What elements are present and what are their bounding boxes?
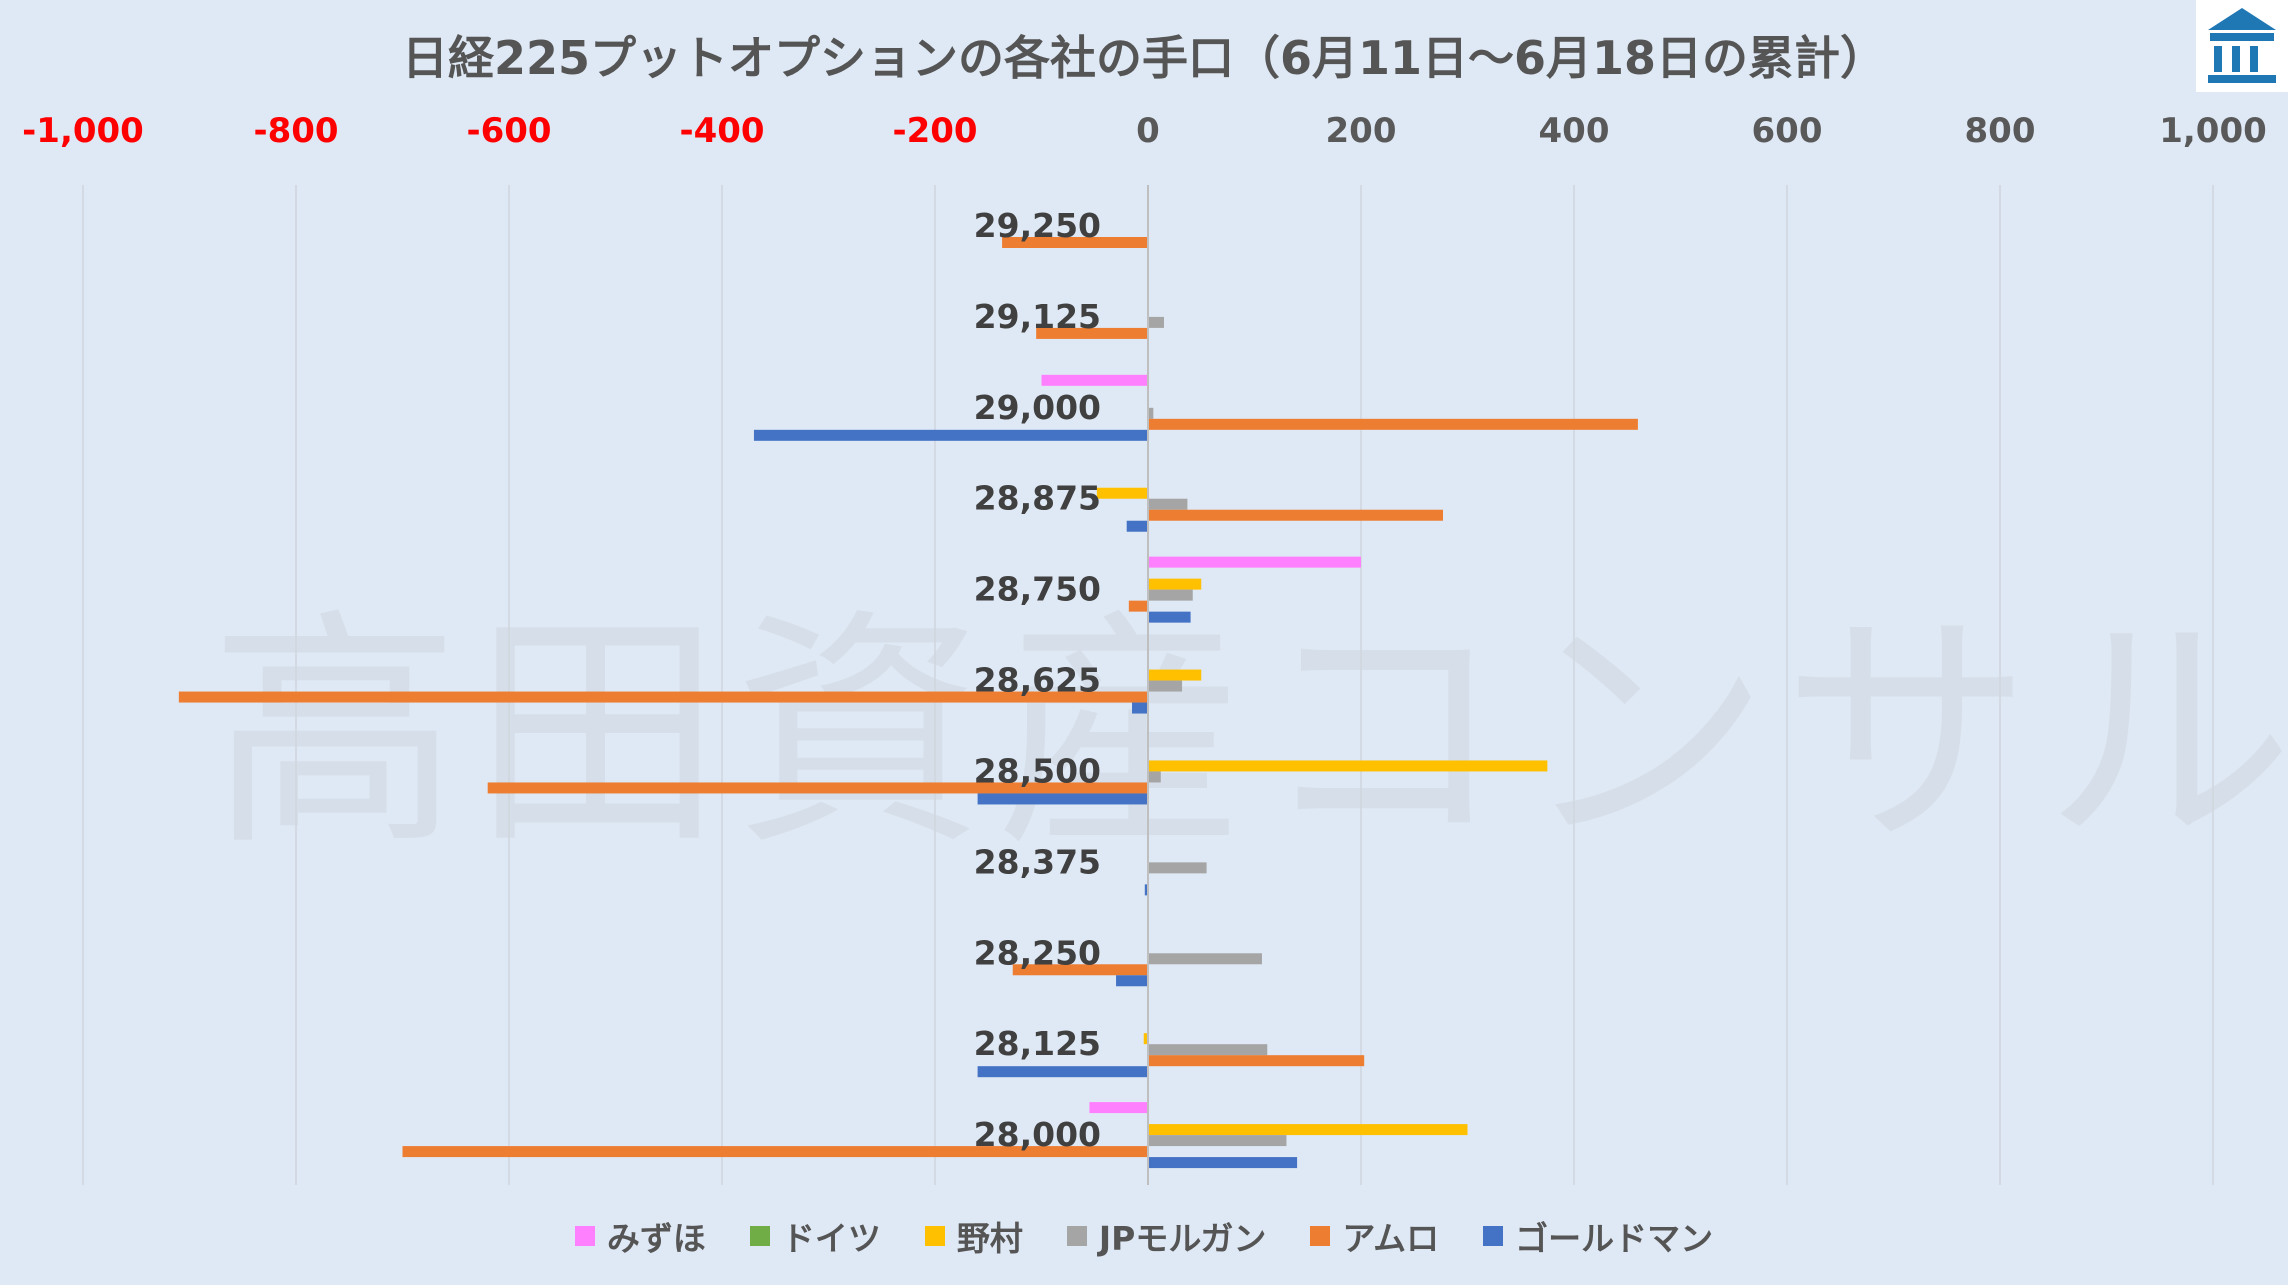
bar bbox=[1148, 1124, 1468, 1136]
bar bbox=[1144, 884, 1148, 896]
bar bbox=[977, 1066, 1148, 1078]
x-tick-label: -1,000 bbox=[22, 111, 144, 151]
legend-swatch bbox=[1066, 1226, 1087, 1246]
category-label: 29,000 bbox=[974, 388, 1101, 427]
bar bbox=[1089, 1102, 1148, 1114]
bar bbox=[402, 1146, 1148, 1158]
bar bbox=[1148, 407, 1154, 419]
legend-label: 野村 bbox=[956, 1219, 1023, 1258]
legend-label: ドイツ bbox=[781, 1219, 881, 1258]
x-tick-label: 1,000 bbox=[2159, 111, 2267, 151]
legend-item: 野村 bbox=[924, 1212, 1023, 1260]
category-label: 28,125 bbox=[974, 1024, 1101, 1063]
bar bbox=[1128, 600, 1148, 612]
building-logo-icon bbox=[2208, 8, 2276, 83]
legend-swatch bbox=[749, 1226, 770, 1246]
x-tick-label: 400 bbox=[1539, 111, 1610, 151]
x-tick-label: 600 bbox=[1752, 111, 1823, 151]
bar bbox=[1148, 760, 1548, 772]
category-label: 28,500 bbox=[974, 751, 1101, 790]
x-tick-label: 0 bbox=[1136, 111, 1160, 151]
x-tick-label: -200 bbox=[892, 111, 977, 151]
x-tick-label: -400 bbox=[679, 111, 764, 151]
x-tick-label: 200 bbox=[1326, 111, 1397, 151]
legend: みずほ ドイツ 野村 JPモルガン アムロ ゴールドマン bbox=[0, 1212, 2288, 1260]
bar bbox=[1148, 556, 1361, 568]
legend-label: ゴールドマン bbox=[1515, 1219, 1714, 1258]
watermark: 高田資産コンサル bbox=[210, 588, 2288, 879]
category-label: 28,750 bbox=[974, 570, 1101, 609]
legend-item: ゴールドマン bbox=[1483, 1212, 1713, 1260]
category-label: 28,875 bbox=[974, 479, 1101, 518]
legend-swatch bbox=[1310, 1226, 1331, 1246]
legend-item: ドイツ bbox=[749, 1212, 881, 1260]
bar bbox=[1148, 1055, 1365, 1067]
bar bbox=[1148, 680, 1183, 692]
bar bbox=[178, 691, 1149, 703]
x-tick-label: -600 bbox=[466, 111, 551, 151]
bar bbox=[1148, 611, 1191, 623]
bar bbox=[1132, 702, 1148, 714]
category-label: 28,000 bbox=[974, 1115, 1101, 1154]
category-label: 28,625 bbox=[974, 661, 1101, 700]
legend-item: みずほ bbox=[574, 1212, 706, 1260]
x-tick-label: 800 bbox=[1965, 111, 2036, 151]
legend-label: JPモルガン bbox=[1098, 1219, 1267, 1258]
bar bbox=[977, 793, 1148, 805]
bar bbox=[1002, 237, 1148, 248]
bar bbox=[1148, 1044, 1268, 1056]
category-label: 28,250 bbox=[974, 933, 1101, 972]
bar bbox=[1041, 374, 1148, 386]
bar bbox=[1148, 316, 1164, 328]
bar bbox=[1012, 964, 1148, 976]
bar bbox=[1148, 1157, 1298, 1169]
bar bbox=[1148, 953, 1262, 965]
legend-swatch bbox=[1483, 1226, 1504, 1246]
bar bbox=[1148, 578, 1202, 590]
company-logo bbox=[2196, 0, 2288, 92]
bar bbox=[753, 429, 1148, 441]
bar bbox=[1148, 498, 1188, 510]
bar bbox=[1036, 327, 1148, 339]
bar bbox=[1143, 1033, 1148, 1045]
legend-item: アムロ bbox=[1310, 1212, 1439, 1260]
bar bbox=[1096, 487, 1148, 499]
legend-item: JPモルガン bbox=[1066, 1212, 1267, 1260]
legend-swatch bbox=[574, 1226, 595, 1246]
category-label: 28,375 bbox=[974, 842, 1101, 881]
bar bbox=[1148, 862, 1207, 874]
category-label: 29,250 bbox=[974, 206, 1101, 245]
bar bbox=[1148, 1135, 1287, 1147]
bar bbox=[1116, 975, 1148, 987]
legend-label: みずほ bbox=[606, 1219, 706, 1258]
bar bbox=[487, 782, 1148, 794]
bar bbox=[1148, 669, 1202, 681]
chart-title: 日経225プットオプションの各社の手口（6月11日～6月18日の累計） bbox=[401, 31, 1887, 85]
bar bbox=[1148, 509, 1444, 521]
plot-area: -1,000 -800 -600 -400 -200 0 200 400 600 800 1,000… bbox=[22, 111, 2267, 1185]
bar bbox=[1148, 418, 1638, 430]
legend-swatch bbox=[924, 1226, 945, 1246]
x-tick-label: -800 bbox=[253, 111, 338, 151]
bar bbox=[1126, 520, 1148, 532]
category-label: 29,125 bbox=[974, 297, 1101, 336]
legend-label: アムロ bbox=[1342, 1219, 1440, 1258]
bar bbox=[1148, 589, 1193, 601]
bar bbox=[1148, 771, 1161, 783]
